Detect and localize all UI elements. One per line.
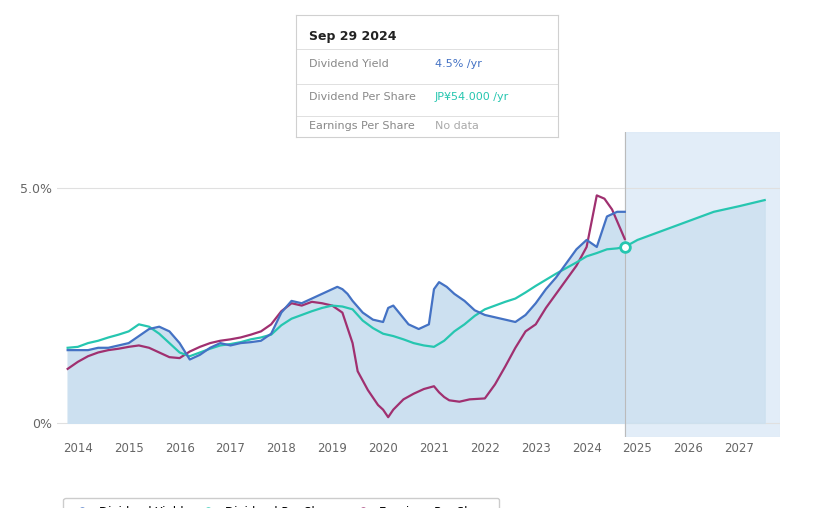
Text: Earnings Per Share: Earnings Per Share bbox=[309, 121, 415, 131]
Text: Dividend Yield: Dividend Yield bbox=[309, 59, 388, 69]
Legend: Dividend Yield, Dividend Per Share, Earnings Per Share: Dividend Yield, Dividend Per Share, Earn… bbox=[63, 498, 499, 508]
Text: Sep 29 2024: Sep 29 2024 bbox=[309, 30, 397, 43]
Text: No data: No data bbox=[435, 121, 479, 131]
Text: JP¥54.000 /yr: JP¥54.000 /yr bbox=[435, 92, 509, 102]
Text: Dividend Per Share: Dividend Per Share bbox=[309, 92, 415, 102]
Text: 4.5% /yr: 4.5% /yr bbox=[435, 59, 482, 69]
Bar bbox=[625, 132, 780, 437]
